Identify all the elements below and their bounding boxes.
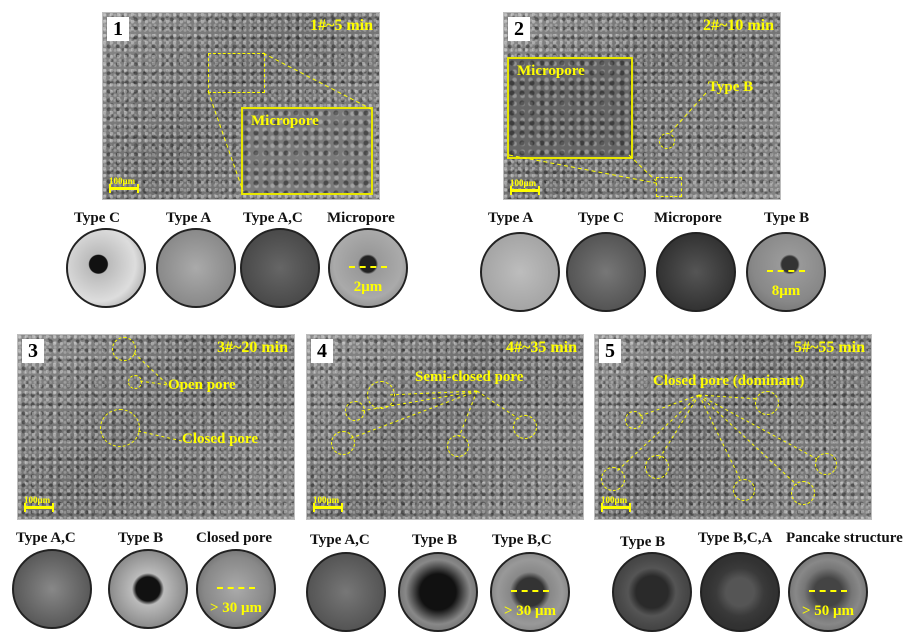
type-label: Type A,C [310, 532, 370, 548]
detail-circle [566, 232, 646, 312]
pore-marker [645, 455, 669, 479]
pore-marker [601, 467, 625, 491]
pore-marker [659, 133, 675, 149]
detail-circle: > 30 μm [196, 549, 276, 629]
detail-circle: > 50 μm [788, 552, 868, 632]
detail-circle [108, 549, 188, 629]
panel-title: 5#~55 min [794, 339, 865, 356]
pore-marker [447, 435, 469, 457]
type-label: Micropore [327, 210, 395, 226]
pore-marker [367, 381, 395, 409]
zoom-region [208, 53, 265, 93]
type-label: Type B [764, 210, 810, 226]
detail-circle: > 30 μm [490, 552, 570, 632]
pore-marker [345, 401, 365, 421]
detail-circle: 8μm [746, 232, 826, 312]
type-label: Type A [166, 210, 212, 226]
type-label: Pancake structure [786, 530, 903, 546]
pointer-lines [133, 352, 183, 442]
pore-marker [100, 409, 140, 447]
scale-bar: 100μm [313, 495, 343, 512]
panel-title: 3#~20 min [217, 339, 288, 356]
panel-title: 2#~10 min [703, 17, 774, 34]
type-label: Type B [620, 534, 666, 550]
detail-circle [306, 552, 386, 632]
scale-bar: 100μm [109, 176, 139, 193]
pore-marker [755, 391, 779, 415]
panel-number: 3 [22, 339, 44, 363]
panel-number: 5 [599, 339, 621, 363]
type-label: Closed pore [196, 530, 272, 546]
detail-circle: 2μm [328, 228, 408, 308]
inset-label: Micropore [517, 63, 585, 79]
pore-marker [112, 337, 136, 361]
type-label: Type B [118, 530, 164, 546]
measure-label: > 50 μm [801, 603, 855, 619]
type-label: Type A [488, 210, 534, 226]
panel-title: 1#~5 min [310, 17, 373, 34]
scale-bar: 100μm [24, 495, 54, 512]
detail-circle [612, 552, 692, 632]
micropore-inset: Micropore [507, 57, 633, 159]
type-label: Type A,C [243, 210, 303, 226]
detail-circle [12, 549, 92, 629]
measure-label: 2μm [353, 279, 383, 295]
detail-circle [398, 552, 478, 632]
type-label: Type C [74, 210, 120, 226]
pore-marker [513, 415, 537, 439]
detail-circle [480, 232, 560, 312]
pore-marker [331, 431, 355, 455]
panel-title: 4#~35 min [506, 339, 577, 356]
pore-marker [625, 411, 643, 429]
closed-pore-label: Closed pore (dominant) [653, 373, 805, 389]
measure-label: > 30 μm [209, 600, 263, 616]
sem-panel-1: 1 1#~5 min Micropore 100μm [102, 12, 380, 200]
sem-panel-5: 5 5#~55 min Closed pore (dominant) 100μm [594, 334, 872, 520]
detail-circle [656, 232, 736, 312]
closed-pore-label: Closed pore [182, 431, 258, 447]
panel-number: 1 [107, 17, 129, 41]
detail-circle [240, 228, 320, 308]
sem-panel-2: 2 2#~10 min Micropore Type B 100μm [503, 12, 781, 200]
micropore-inset: Micropore [241, 107, 373, 195]
scale-bar: 100μm [601, 495, 631, 512]
measure-label: 8μm [771, 283, 801, 299]
sem-panel-4: 4 4#~35 min Semi-closed pore 100μm [306, 334, 584, 520]
pore-marker [128, 375, 142, 389]
open-pore-label: Open pore [168, 377, 236, 393]
pore-marker [791, 481, 815, 505]
measure-label: > 30 μm [503, 603, 557, 619]
type-label: Type B,C [492, 532, 552, 548]
panel-number: 2 [508, 17, 530, 41]
semi-closed-pore-label: Semi-closed pore [415, 369, 524, 385]
detail-circle [66, 228, 146, 308]
type-label: Type C [578, 210, 624, 226]
pore-marker [815, 453, 837, 475]
panel-number: 4 [311, 339, 333, 363]
inset-label: Micropore [251, 113, 319, 129]
zoom-region [656, 177, 682, 197]
type-label: Micropore [654, 210, 722, 226]
pore-marker [733, 479, 755, 501]
detail-circle [700, 552, 780, 632]
type-label: Type B,C,A [698, 530, 773, 546]
sem-panel-3: 3 3#~20 min Open pore Closed pore 100μm [17, 334, 295, 520]
detail-circle [156, 228, 236, 308]
type-b-label: Type B [708, 79, 754, 95]
type-label: Type B [412, 532, 458, 548]
type-label: Type A,C [16, 530, 76, 546]
scale-bar: 100μm [510, 178, 540, 195]
pointer-lines [348, 390, 520, 440]
